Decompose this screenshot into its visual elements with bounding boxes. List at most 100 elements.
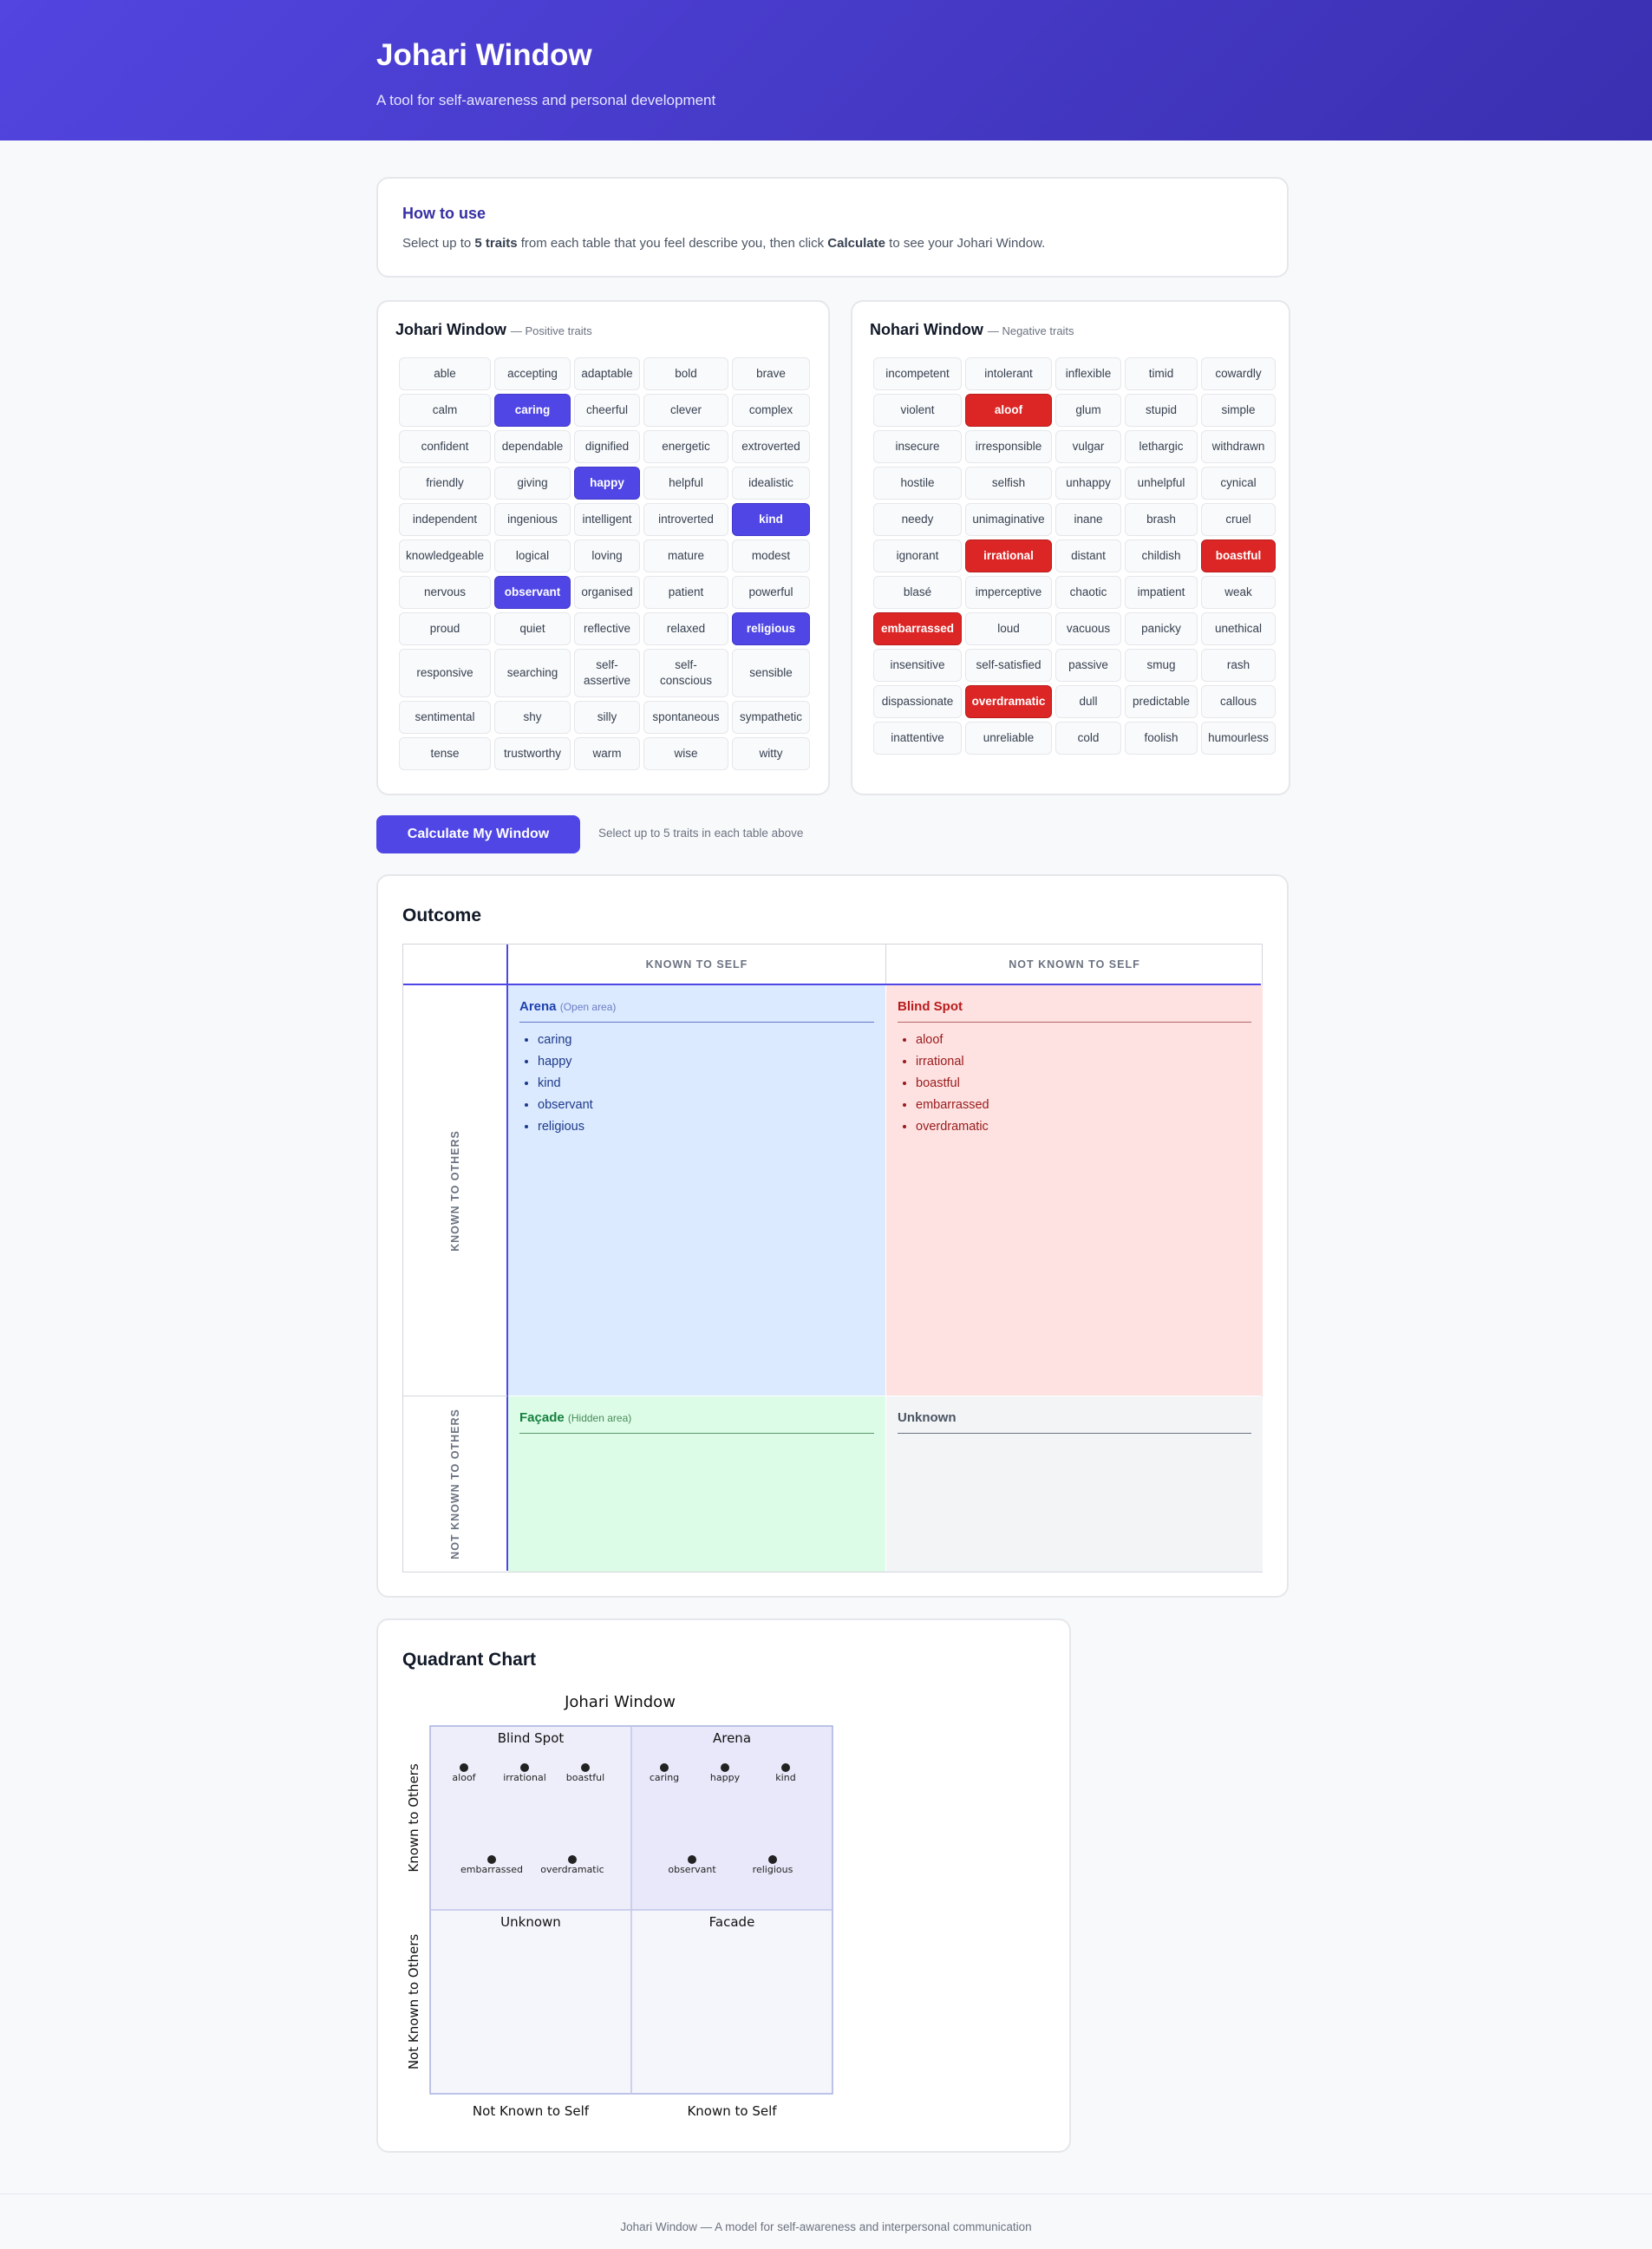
johari-trait-silly[interactable]: silly [574,701,640,734]
johari-trait-cheerful[interactable]: cheerful [574,394,640,427]
nohari-trait-overdramatic[interactable]: overdramatic [965,685,1052,718]
johari-trait-confident[interactable]: confident [399,430,491,463]
johari-trait-bold[interactable]: bold [643,357,728,390]
johari-trait-introverted[interactable]: introverted [643,503,728,536]
johari-trait-shy[interactable]: shy [494,701,571,734]
johari-trait-patient[interactable]: patient [643,576,728,609]
nohari-trait-unimaginative[interactable]: unimaginative [965,503,1052,536]
johari-trait-quiet[interactable]: quiet [494,612,571,645]
nohari-trait-passive[interactable]: passive [1055,649,1121,682]
johari-trait-spontaneous[interactable]: spontaneous [643,701,728,734]
johari-trait-friendly[interactable]: friendly [399,467,491,500]
nohari-trait-vulgar[interactable]: vulgar [1055,430,1121,463]
johari-trait-responsive[interactable]: responsive [399,649,491,697]
nohari-trait-needy[interactable]: needy [873,503,962,536]
nohari-trait-inane[interactable]: inane [1055,503,1121,536]
nohari-trait-intolerant[interactable]: intolerant [965,357,1052,390]
nohari-trait-humourless[interactable]: humourless [1201,722,1276,755]
nohari-trait-timid[interactable]: timid [1125,357,1198,390]
johari-trait-wise[interactable]: wise [643,737,728,770]
nohari-trait-dull[interactable]: dull [1055,685,1121,718]
johari-trait-energetic[interactable]: energetic [643,430,728,463]
johari-trait-tense[interactable]: tense [399,737,491,770]
nohari-trait-selfish[interactable]: selfish [965,467,1052,500]
johari-trait-mature[interactable]: mature [643,539,728,572]
johari-trait-adaptable[interactable]: adaptable [574,357,640,390]
nohari-trait-imperceptive[interactable]: imperceptive [965,576,1052,609]
johari-trait-loving[interactable]: loving [574,539,640,572]
johari-trait-organised[interactable]: organised [574,576,640,609]
johari-trait-nervous[interactable]: nervous [399,576,491,609]
johari-trait-intelligent[interactable]: intelligent [574,503,640,536]
nohari-trait-childish[interactable]: childish [1125,539,1198,572]
johari-trait-self-conscious[interactable]: self-conscious [643,649,728,697]
nohari-trait-unhappy[interactable]: unhappy [1055,467,1121,500]
johari-trait-modest[interactable]: modest [732,539,810,572]
johari-trait-kind[interactable]: kind [732,503,810,536]
nohari-trait-callous[interactable]: callous [1201,685,1276,718]
johari-trait-accepting[interactable]: accepting [494,357,571,390]
nohari-trait-lethargic[interactable]: lethargic [1125,430,1198,463]
johari-trait-witty[interactable]: witty [732,737,810,770]
johari-trait-self-assertive[interactable]: self-assertive [574,649,640,697]
johari-trait-sympathetic[interactable]: sympathetic [732,701,810,734]
johari-trait-giving[interactable]: giving [494,467,571,500]
johari-trait-brave[interactable]: brave [732,357,810,390]
nohari-trait-boastful[interactable]: boastful [1201,539,1276,572]
nohari-trait-panicky[interactable]: panicky [1125,612,1198,645]
nohari-trait-inattentive[interactable]: inattentive [873,722,962,755]
johari-trait-religious[interactable]: religious [732,612,810,645]
nohari-trait-irrational[interactable]: irrational [965,539,1052,572]
johari-trait-idealistic[interactable]: idealistic [732,467,810,500]
nohari-trait-foolish[interactable]: foolish [1125,722,1198,755]
nohari-trait-stupid[interactable]: stupid [1125,394,1198,427]
nohari-trait-rash[interactable]: rash [1201,649,1276,682]
nohari-trait-violent[interactable]: violent [873,394,962,427]
johari-trait-dependable[interactable]: dependable [494,430,571,463]
johari-trait-caring[interactable]: caring [494,394,571,427]
johari-trait-able[interactable]: able [399,357,491,390]
nohari-trait-brash[interactable]: brash [1125,503,1198,536]
nohari-trait-embarrassed[interactable]: embarrassed [873,612,962,645]
nohari-trait-cruel[interactable]: cruel [1201,503,1276,536]
nohari-trait-withdrawn[interactable]: withdrawn [1201,430,1276,463]
johari-trait-dignified[interactable]: dignified [574,430,640,463]
nohari-trait-incompetent[interactable]: incompetent [873,357,962,390]
johari-trait-relaxed[interactable]: relaxed [643,612,728,645]
johari-trait-reflective[interactable]: reflective [574,612,640,645]
nohari-trait-unethical[interactable]: unethical [1201,612,1276,645]
nohari-trait-blas-[interactable]: blasé [873,576,962,609]
nohari-trait-vacuous[interactable]: vacuous [1055,612,1121,645]
nohari-trait-unreliable[interactable]: unreliable [965,722,1052,755]
johari-trait-happy[interactable]: happy [574,467,640,500]
nohari-trait-inflexible[interactable]: inflexible [1055,357,1121,390]
nohari-trait-insensitive[interactable]: insensitive [873,649,962,682]
nohari-trait-cold[interactable]: cold [1055,722,1121,755]
johari-trait-extroverted[interactable]: extroverted [732,430,810,463]
johari-trait-ingenious[interactable]: ingenious [494,503,571,536]
johari-trait-calm[interactable]: calm [399,394,491,427]
nohari-trait-cowardly[interactable]: cowardly [1201,357,1276,390]
nohari-trait-predictable[interactable]: predictable [1125,685,1198,718]
nohari-trait-irresponsible[interactable]: irresponsible [965,430,1052,463]
johari-trait-knowledgeable[interactable]: knowledgeable [399,539,491,572]
nohari-trait-weak[interactable]: weak [1201,576,1276,609]
johari-trait-independent[interactable]: independent [399,503,491,536]
johari-trait-helpful[interactable]: helpful [643,467,728,500]
nohari-trait-aloof[interactable]: aloof [965,394,1052,427]
johari-trait-sentimental[interactable]: sentimental [399,701,491,734]
nohari-trait-simple[interactable]: simple [1201,394,1276,427]
johari-trait-logical[interactable]: logical [494,539,571,572]
johari-trait-warm[interactable]: warm [574,737,640,770]
johari-trait-powerful[interactable]: powerful [732,576,810,609]
nohari-trait-impatient[interactable]: impatient [1125,576,1198,609]
nohari-trait-loud[interactable]: loud [965,612,1052,645]
calculate-button[interactable]: Calculate My Window [376,815,580,853]
nohari-trait-smug[interactable]: smug [1125,649,1198,682]
nohari-trait-dispassionate[interactable]: dispassionate [873,685,962,718]
johari-trait-searching[interactable]: searching [494,649,571,697]
nohari-trait-insecure[interactable]: insecure [873,430,962,463]
johari-trait-trustworthy[interactable]: trustworthy [494,737,571,770]
johari-trait-sensible[interactable]: sensible [732,649,810,697]
johari-trait-observant[interactable]: observant [494,576,571,609]
